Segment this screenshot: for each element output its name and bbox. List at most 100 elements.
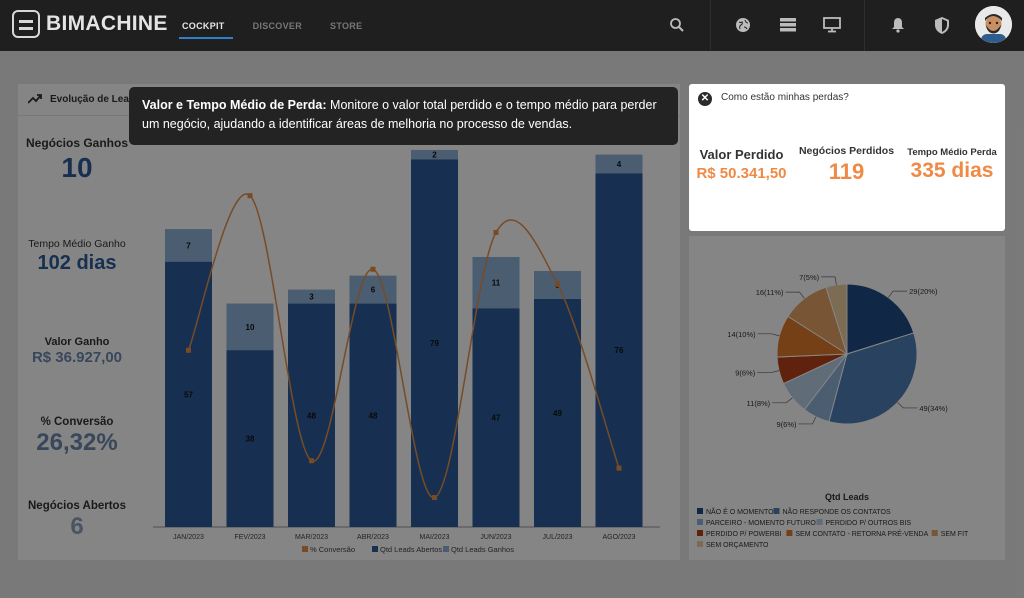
bar-label-ganhos: 6 <box>371 286 376 295</box>
pie-leader-line <box>757 333 780 337</box>
pie-leader-line <box>757 370 780 373</box>
loss-reasons-card: 29(20%) 49(34%) 9(6%) 11(8%) 9(6%) 14(10%) 16(… <box>689 236 1005 560</box>
valor-perdido-value: R$ 50.341,50 <box>696 165 787 182</box>
pie-leader-line <box>785 291 805 299</box>
bar-label-abertos: 76 <box>615 346 624 355</box>
legend-label: PERDIDO P/ OUTROS BIS <box>826 520 912 527</box>
x-tick-label: AGO/2023 <box>602 534 635 541</box>
pie-label: 16(11%) <box>756 288 784 297</box>
legend-swatch <box>697 530 703 536</box>
close-icon[interactable]: ✕ <box>698 92 712 106</box>
leads-evolution-card: Evolução de Leads Negócios Ganhos 10 Tem… <box>18 84 680 560</box>
legend-label: PERDIDO P/ POWERBI <box>706 531 782 538</box>
x-tick-label: MAR/2023 <box>295 534 328 541</box>
kpi-value: R$ 36.927,00 <box>31 349 123 366</box>
kpi-value: 6 <box>70 513 84 540</box>
line-conversao <box>187 193 620 499</box>
monitor-icon[interactable] <box>820 13 844 37</box>
kpi-tempo-medio-ganho: Tempo Médio Ganho 102 dias <box>18 238 136 275</box>
legend-swatch <box>816 519 823 525</box>
trend-up-icon <box>27 91 42 109</box>
bell-icon[interactable] <box>886 13 910 37</box>
nav-store[interactable]: STORE <box>330 20 363 31</box>
tour-tooltip: Valor e Tempo Médio de Perda: Monitore o… <box>129 87 678 145</box>
shield-icon[interactable] <box>930 13 954 37</box>
legend-label: PARCEIRO - MOMENTO FUTURO <box>706 520 816 527</box>
bar-label-abertos: 79 <box>430 339 439 348</box>
point-conversao <box>309 458 314 464</box>
pie-label: 14(10%) <box>727 330 756 339</box>
bar-ganhos <box>595 154 643 174</box>
brand-logo[interactable]: BIMACHINE <box>12 10 168 38</box>
legend-swatch <box>697 519 703 525</box>
point-conversao <box>555 281 560 287</box>
top-bar: BIMACHINE COCKPIT DISCOVER STORE <box>0 0 1024 51</box>
bar-label-ganhos: 10 <box>246 323 255 332</box>
point-conversao <box>432 495 437 501</box>
x-tick-label: FEV/2023 <box>234 534 265 541</box>
kpi-value: 26,32% <box>36 429 118 456</box>
bar-label-abertos: 48 <box>307 411 316 420</box>
x-tick-label: ABR/2023 <box>357 534 389 541</box>
user-avatar[interactable] <box>975 6 1012 43</box>
kpi-label: Tempo Médio Ganho <box>28 238 126 250</box>
bar-abertos <box>349 303 397 527</box>
search-icon[interactable] <box>665 13 689 37</box>
bar-label-ganhos: 2 <box>432 151 437 160</box>
main-nav: COCKPIT DISCOVER STORE <box>179 0 390 51</box>
point-conversao <box>616 465 622 471</box>
kpi-valor-ganho: Valor Ganho R$ 36.927,00 <box>18 336 136 366</box>
list-icon[interactable] <box>776 13 800 37</box>
legend-swatch <box>443 546 449 552</box>
bar-label-abertos: 49 <box>553 409 562 418</box>
leads-combo-chart: 57 7 JAN/2023 38 10 FEV/2023 48 3 MAR/2023 48 6 ABR… <box>153 149 660 554</box>
valor-perdido-label: Valor Perdido <box>699 147 784 162</box>
pie-leader-line <box>821 276 837 285</box>
bar-abertos <box>165 261 212 527</box>
losses-panel <box>689 84 1005 231</box>
negocios-perdidos-label: Negócios Perdidos <box>798 145 895 157</box>
legend-swatch <box>773 508 780 514</box>
legend-swatch <box>302 546 308 552</box>
bar-label-ganhos: 4 <box>617 160 622 169</box>
bar-label-abertos: 38 <box>246 435 255 444</box>
kpi-value: 102 dias <box>37 252 117 274</box>
divider <box>864 0 865 51</box>
loss-reasons-pie-chart: 29(20%) 49(34%) 9(6%) 11(8%) 9(6%) 14(10%) 16(… <box>697 273 969 549</box>
bar-ganhos <box>226 303 274 351</box>
kpi-label: Valor Ganho <box>44 336 110 348</box>
legend-label: % Conversão <box>310 545 355 554</box>
bar-ganhos <box>165 229 212 262</box>
legend-label: SEM FIT <box>941 531 969 538</box>
legend-label: Qtd Leads Abertos <box>380 545 442 554</box>
legend-swatch <box>697 541 703 547</box>
kpi-label: % Conversão <box>40 416 114 428</box>
bar-abertos <box>472 308 520 527</box>
pie-leader-line <box>888 290 908 298</box>
point-conversao <box>370 266 376 272</box>
nav-cockpit[interactable]: COCKPIT <box>179 0 233 51</box>
legend-label: NÃO RESPONDE OS CONTATOS <box>783 507 891 516</box>
pie-leader-line <box>772 397 793 404</box>
pie-label: 49(34%) <box>919 404 948 413</box>
pie-slice <box>846 283 915 355</box>
nav-discover[interactable]: DISCOVER <box>252 20 303 31</box>
tempo-medio-perda-label: Tempo Médio Perda <box>907 147 997 158</box>
bar-label-ganhos: 11 <box>492 279 501 288</box>
pie-label: 9(6%) <box>776 420 797 429</box>
x-tick-label: MAI/2023 <box>420 534 450 541</box>
pie-label: 7(5%) <box>799 273 820 282</box>
legend-swatch <box>931 530 938 536</box>
negocios-perdidos-value: 119 <box>828 159 865 184</box>
legend-swatch <box>372 546 378 552</box>
kpi-value: 10 <box>61 152 93 183</box>
globe-icon[interactable] <box>731 13 755 37</box>
pie-leader-line <box>897 402 918 409</box>
losses-question: Como estão minhas perdas? <box>721 92 849 103</box>
x-tick-label: JUL/2023 <box>543 534 573 541</box>
bar-abertos <box>534 298 581 527</box>
pie-label: 11(8%) <box>747 399 771 408</box>
bar-label-abertos: 57 <box>184 390 193 399</box>
bar-label-ganhos: 3 <box>309 293 314 302</box>
bar-label-abertos: 47 <box>492 414 501 423</box>
